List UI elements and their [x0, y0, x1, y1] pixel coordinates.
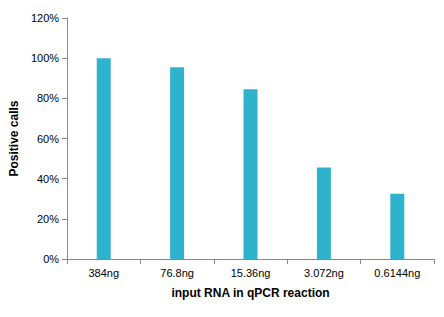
svg-text:3.072ng: 3.072ng	[304, 267, 344, 279]
svg-text:76.8ng: 76.8ng	[160, 267, 194, 279]
svg-text:0%: 0%	[43, 253, 59, 265]
svg-text:15.36ng: 15.36ng	[231, 267, 271, 279]
svg-text:80%: 80%	[37, 92, 59, 104]
svg-text:384ng: 384ng	[88, 267, 119, 279]
svg-text:120%: 120%	[31, 12, 59, 24]
svg-text:20%: 20%	[37, 213, 59, 225]
svg-text:40%: 40%	[37, 173, 59, 185]
svg-text:0.6144ng: 0.6144ng	[374, 267, 420, 279]
svg-text:60%: 60%	[37, 133, 59, 145]
svg-text:100%: 100%	[31, 52, 59, 64]
svg-text:Positive calls: Positive calls	[7, 100, 21, 176]
svg-text:input RNA in qPCR reaction: input RNA in qPCR reaction	[171, 286, 329, 300]
